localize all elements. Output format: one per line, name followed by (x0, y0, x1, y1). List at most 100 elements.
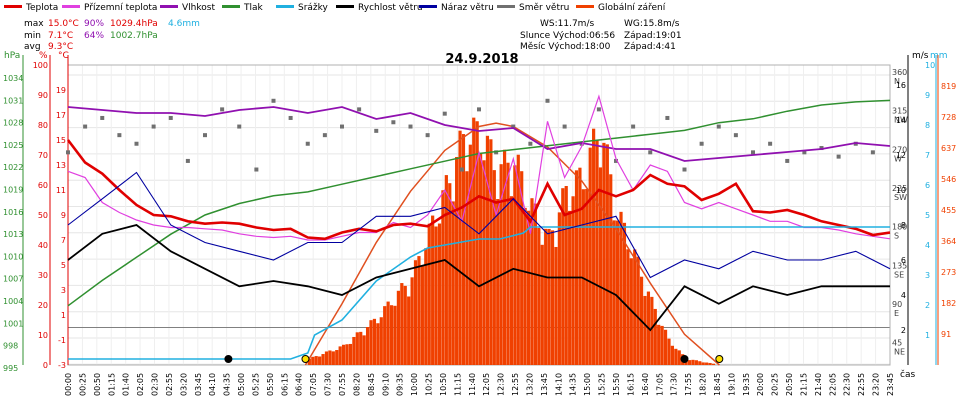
radiation-bar (564, 185, 568, 365)
x-tick-label: 05:25 (251, 373, 260, 396)
radiation-bar (461, 134, 466, 365)
radiation-bar (420, 265, 424, 365)
radiation-bar (513, 165, 517, 365)
x-axis: 00:00 00:25 00:50 01:15 01:40 02:05 02:30 02:55… (64, 373, 895, 396)
x-tick-label: 00:25 (78, 373, 87, 396)
humidity-tick: 60 (38, 181, 48, 190)
humidity-tick: 10 (38, 331, 48, 340)
legend-label: Rychlost větru (358, 3, 423, 13)
radiation-bar (557, 212, 561, 365)
series-ground-temperature (67, 94, 891, 241)
wind-dir-point (391, 120, 396, 125)
x-tick-label: 22:30 (843, 373, 852, 396)
legend-label: Směr větru (519, 3, 569, 13)
stats-avg-temp: 9.3°C (48, 42, 73, 52)
legend-label: Srážky (298, 3, 329, 13)
radiation-bar (441, 190, 445, 365)
radiation-bar (506, 162, 510, 365)
x-tick-label: 12:30 (497, 373, 506, 396)
radiation-bar (705, 362, 709, 365)
wind-dir-point (374, 128, 379, 133)
x-tick-label: 08:45 (367, 373, 376, 396)
wind-dir-tick: 45 (892, 339, 902, 348)
wind-speed-tick: 10 (896, 186, 906, 195)
radiation-bar (431, 215, 435, 365)
wind-dir-point (751, 150, 755, 155)
wind-dir-point (614, 158, 618, 163)
rain-tick: 8 (925, 121, 930, 130)
wind-dir-point (682, 167, 687, 172)
wind-dir-point (785, 158, 790, 163)
x-tick-label: 16:40 (641, 373, 650, 396)
radiation-bar (619, 211, 623, 365)
stats-min-label: min (24, 31, 41, 41)
pressure-tick: 1010 (3, 252, 23, 261)
humidity-tick: 50 (38, 211, 48, 220)
x-tick-label: 22:55 (857, 373, 866, 396)
x-tick-label: 15:00 (583, 373, 592, 396)
radiation-bar (458, 130, 462, 365)
x-tick-label: 17:05 (655, 373, 664, 396)
pressure-tick: 1031 (3, 96, 23, 105)
radiation-bar (516, 154, 520, 365)
radiation-bar (318, 356, 322, 365)
radiation-bar (609, 174, 613, 365)
radiation-bar (410, 277, 414, 365)
legend-label: Vlhkost (182, 3, 215, 13)
pressure-tick: 1007 (3, 275, 23, 284)
x-axis-label: čas (900, 369, 915, 380)
radiation-bar (657, 324, 661, 365)
radiation-bar (492, 170, 496, 365)
x-tick-label: 03:45 (194, 373, 203, 396)
pressure-tick: 1034 (3, 74, 23, 83)
radiation-bar (650, 296, 654, 365)
wind-dir-point (66, 150, 70, 155)
wind-dir-point (477, 107, 481, 112)
radiation-bar (526, 210, 531, 365)
wind-dir-tick: 225 (892, 184, 907, 193)
series-wind-gust (67, 171, 891, 279)
radiation-bar (335, 350, 339, 365)
legend-label: Přízemní teplota (84, 3, 157, 13)
pressure-tick: 1028 (3, 119, 23, 128)
wind-dir-point (340, 124, 344, 129)
radiation-bar (544, 228, 548, 365)
x-tick-label: 21:40 (814, 373, 823, 396)
radiation-bar (413, 260, 418, 365)
wind-speed-tick: 12 (896, 151, 906, 160)
radiation-bar (547, 228, 551, 365)
legend-swatch (419, 5, 437, 8)
radiation-bar (578, 167, 582, 365)
x-tick-label: 05:50 (266, 373, 275, 396)
wind-dir-point (562, 124, 567, 129)
wind-dir-point (836, 154, 841, 159)
wind-speed-info: WS:11.7m/s (540, 19, 594, 29)
x-tick-label: 14:10 (554, 373, 563, 396)
moon-info: Měsíc Východ:18:00 (520, 42, 611, 52)
radiation-tick: 364 (941, 237, 956, 246)
stats-block: max 15.0°C 90% 1029.4hPa 4.6mm min 7.1°C… (24, 19, 200, 52)
rain-tick: 6 (925, 181, 930, 190)
x-tick-label: 15:25 (598, 373, 607, 396)
wind-dir-point (596, 107, 601, 112)
legend-swatch (336, 5, 354, 8)
x-tick-label: 02:55 (165, 373, 174, 396)
wind-dir-point (100, 115, 105, 120)
temperature-tick: 17 (56, 111, 66, 120)
legend-swatch (4, 5, 22, 8)
x-tick-label: 02:05 (136, 373, 145, 396)
radiation-bar (520, 171, 524, 365)
wind-dir-label: SE (894, 270, 904, 279)
wind-dir-point (768, 141, 773, 146)
rain-tick: 1 (925, 331, 930, 340)
wind-dir-tick: 270 (892, 145, 907, 154)
x-tick-label: 03:20 (179, 373, 188, 396)
x-tick-label: 20:25 (771, 373, 780, 396)
x-tick-label: 05:00 (237, 373, 246, 396)
radiation-bar (687, 360, 692, 365)
radiation-bar (633, 249, 637, 365)
radiation-bar (691, 359, 695, 365)
radiation-bar (499, 164, 503, 365)
wind-dir-point (528, 141, 533, 146)
radiation-bar (324, 351, 329, 365)
